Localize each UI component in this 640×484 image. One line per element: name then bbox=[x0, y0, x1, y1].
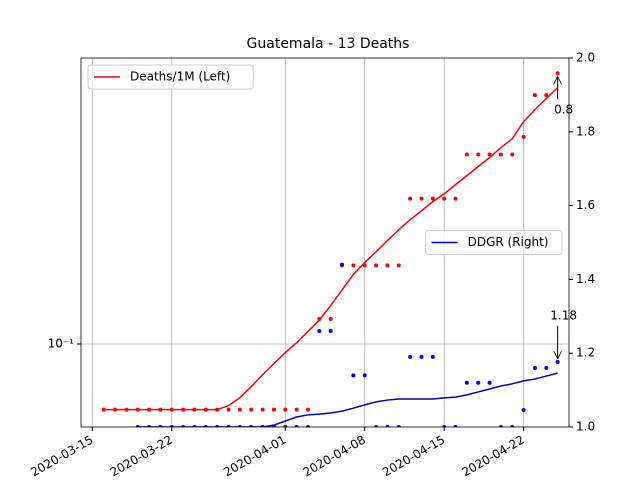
point bbox=[226, 425, 231, 427]
legend-box bbox=[87, 64, 254, 90]
point bbox=[135, 407, 140, 412]
point bbox=[124, 407, 129, 412]
point bbox=[147, 407, 152, 412]
point bbox=[317, 329, 322, 334]
point bbox=[442, 196, 447, 201]
point bbox=[294, 425, 299, 427]
point bbox=[385, 263, 390, 268]
annotation: 1.18 bbox=[550, 309, 577, 323]
point bbox=[498, 152, 503, 157]
point bbox=[464, 380, 469, 385]
y-tick-label: 10⁻¹ bbox=[48, 336, 75, 350]
point bbox=[271, 425, 276, 427]
point bbox=[374, 425, 379, 427]
point bbox=[158, 407, 163, 412]
point bbox=[521, 134, 526, 139]
legend-box bbox=[425, 230, 563, 255]
point bbox=[532, 365, 537, 370]
point bbox=[237, 425, 242, 427]
point bbox=[442, 425, 447, 427]
y2-tick-label: 1.8 bbox=[576, 124, 595, 138]
point bbox=[101, 407, 106, 412]
point bbox=[374, 263, 379, 268]
point bbox=[419, 196, 424, 201]
point bbox=[510, 152, 515, 157]
point bbox=[283, 425, 288, 427]
point bbox=[362, 263, 367, 268]
point bbox=[181, 425, 186, 427]
point bbox=[271, 407, 276, 412]
point bbox=[453, 196, 458, 201]
point bbox=[113, 407, 118, 412]
point bbox=[203, 425, 208, 427]
point bbox=[305, 407, 310, 412]
y2-tick-label: 1.6 bbox=[576, 198, 595, 212]
point bbox=[555, 360, 560, 365]
point bbox=[317, 316, 322, 321]
point bbox=[521, 408, 526, 413]
y2-tick-label: 2.0 bbox=[576, 51, 595, 65]
point bbox=[453, 425, 458, 427]
point bbox=[215, 425, 220, 427]
point bbox=[544, 365, 549, 370]
point bbox=[147, 425, 152, 427]
point bbox=[487, 152, 492, 157]
point bbox=[328, 329, 333, 334]
point bbox=[476, 152, 481, 157]
point bbox=[430, 196, 435, 201]
plot-frame bbox=[80, 57, 570, 428]
chart-title: Guatemala - 13 Deaths bbox=[247, 36, 410, 52]
point bbox=[408, 354, 413, 359]
point bbox=[408, 196, 413, 201]
point bbox=[158, 425, 163, 427]
point bbox=[169, 407, 174, 412]
point bbox=[544, 93, 549, 98]
point bbox=[476, 380, 481, 385]
y2-tick-label: 1.2 bbox=[576, 346, 595, 360]
point bbox=[464, 152, 469, 157]
point bbox=[351, 373, 356, 378]
legend-label: Deaths/1M (Left) bbox=[130, 70, 230, 84]
point bbox=[396, 263, 401, 268]
point bbox=[385, 425, 390, 427]
series-line bbox=[103, 87, 559, 411]
y2-tick-label: 1.0 bbox=[576, 420, 595, 434]
point bbox=[192, 425, 197, 427]
point bbox=[192, 407, 197, 412]
point bbox=[305, 425, 310, 427]
point bbox=[362, 373, 367, 378]
point bbox=[498, 425, 503, 427]
point bbox=[340, 262, 345, 267]
point bbox=[135, 425, 140, 427]
point bbox=[328, 316, 333, 321]
point bbox=[294, 407, 299, 412]
point bbox=[260, 407, 265, 412]
point bbox=[283, 407, 288, 412]
point bbox=[169, 425, 174, 427]
plot-area bbox=[101, 71, 560, 427]
point bbox=[203, 407, 208, 412]
point bbox=[181, 407, 186, 412]
point bbox=[226, 407, 231, 412]
y2-tick-label: 1.4 bbox=[576, 272, 595, 286]
point bbox=[351, 263, 356, 268]
point bbox=[396, 425, 401, 427]
point bbox=[249, 425, 254, 427]
point bbox=[237, 407, 242, 412]
point bbox=[532, 93, 537, 98]
point bbox=[419, 354, 424, 359]
point bbox=[215, 407, 220, 412]
point bbox=[249, 407, 254, 412]
annotation: 0.8 bbox=[554, 103, 573, 117]
legend-label: DDGR (Right) bbox=[468, 235, 549, 249]
point bbox=[510, 425, 515, 427]
point bbox=[430, 354, 435, 359]
point bbox=[555, 71, 560, 76]
point bbox=[260, 425, 265, 427]
series-line bbox=[137, 372, 558, 427]
point bbox=[487, 380, 492, 385]
